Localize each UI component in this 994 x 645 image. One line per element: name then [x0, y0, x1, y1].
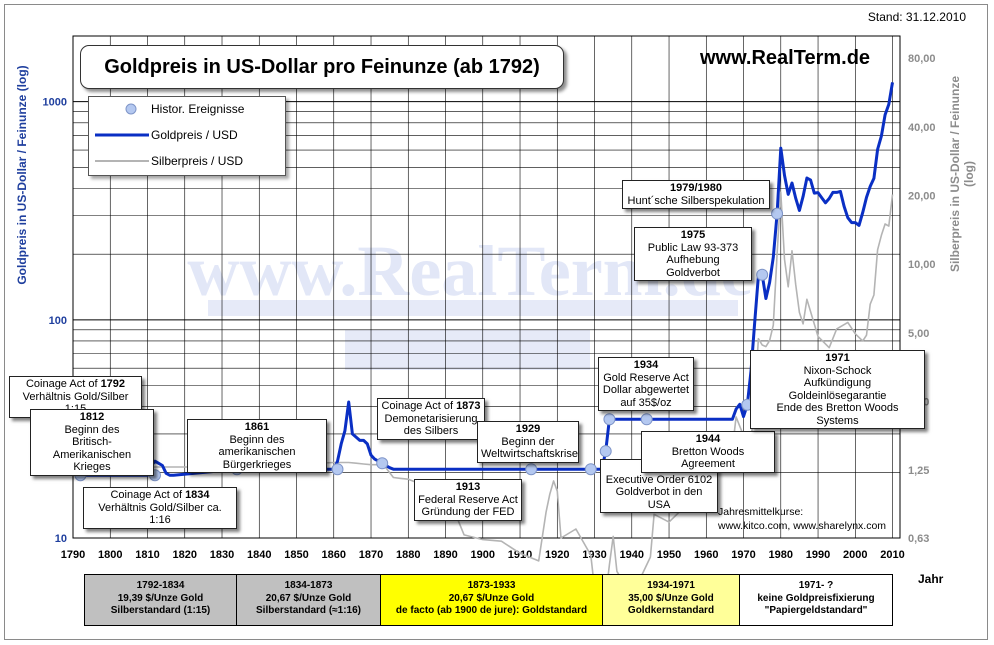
x-tick-label: 1980 [769, 549, 793, 561]
right-tick-label: 10,00 [908, 259, 936, 271]
x-tick-label: 1850 [284, 549, 308, 561]
x-tick-label: 2000 [843, 549, 867, 561]
right-tick-label: 80,00 [908, 53, 936, 65]
annotation-1873: Coinage Act of 1873 Demonetarisierung des … [377, 398, 485, 440]
left-y-axis: 10 100 1000 [43, 97, 67, 545]
event-marker [584, 463, 597, 476]
event-marker [376, 457, 389, 470]
legend-label-silver: Silberpreis / USD [151, 154, 244, 168]
stand-date: Stand: 31.12.2010 [867, 10, 966, 24]
x-tick-label: 1910 [508, 549, 532, 561]
annotation-1913: 1913 Federal Reserve Act Gründung der FED [414, 479, 522, 521]
x-tick-label: 1870 [359, 549, 383, 561]
source-line-1: Jahresmittelkurse: [718, 506, 804, 518]
x-tick-label: 1930 [582, 549, 606, 561]
right-axis-label: Silberpreis in US-Dollar / Feinunze (log… [948, 75, 976, 273]
chart-title: Goldpreis in US-Dollar pro Feinunze (ab … [80, 45, 564, 89]
annotation-1834: Coinage Act of 1834 Verhältnis Gold/Silbe… [83, 487, 237, 529]
x-tick-label: 1830 [210, 549, 234, 561]
period-1934-1971: 1934-1971 35,00 $/Unze Gold Goldkernstanda… [602, 574, 740, 626]
annotation-1861: 1861 Beginn des amerikanischen Bürgerkrieg… [187, 419, 327, 473]
x-axis: 1790 1800 1810 1820 1830 1840 1850 1860 1870 1880… [61, 549, 905, 561]
annotation-1934: 1934 Gold Reserve Act Dollar abgewertet auf… [598, 357, 694, 411]
x-tick-label: 1940 [620, 549, 644, 561]
x-tick-label: 1950 [657, 549, 681, 561]
event-marker [599, 445, 612, 458]
x-tick-label: 1960 [694, 549, 718, 561]
x-tick-label: 1860 [322, 549, 346, 561]
event-marker [771, 207, 784, 220]
x-axis-label: Jahr [918, 572, 944, 586]
event-marker [640, 413, 653, 426]
x-tick-label: 1880 [396, 549, 420, 561]
legend-label-events: Histor. Ereignisse [151, 102, 245, 116]
legend-marker-icon [125, 103, 137, 115]
x-tick-label: 1840 [247, 549, 271, 561]
data-source: Jahresmittelkurse: www.kitco.com, www.sh… [718, 505, 886, 533]
right-tick-label: 20,00 [908, 190, 936, 202]
annotation-1944: 1944 Bretton Woods Agreement [641, 431, 775, 473]
legend-gold-line-icon [95, 133, 149, 137]
legend-label-gold: Goldpreis / USD [151, 128, 238, 142]
x-tick-label: 1800 [98, 549, 122, 561]
x-tick-label: 1790 [61, 549, 85, 561]
x-tick-label: 1890 [433, 549, 457, 561]
annotation-1929: 1929 Beginn der Weltwirtschaftskrise [477, 421, 579, 463]
event-marker [756, 268, 769, 281]
period-1834-1873: 1834-1873 20,67 $/Unze Gold Silberstandard… [236, 574, 381, 626]
left-tick-label: 1000 [43, 97, 67, 109]
left-axis-label: Goldpreis in US-Dollar / Feinunze (log) [15, 65, 29, 285]
legend-item-events: Histor. Ereignisse [89, 99, 285, 119]
period-1873-1933: 1873-1933 20,67 $/Unze Gold de facto (ab 1… [380, 574, 603, 626]
source-line-2: www.kitco.com, www.sharelynx.com [718, 520, 887, 532]
event-marker [603, 413, 616, 426]
right-tick-label: 0,63 [908, 533, 929, 545]
annotation-1812: 1812 Beginn des Britisch-Amerikanischen Kri… [30, 409, 154, 476]
x-tick-label: 2010 [880, 549, 904, 561]
right-tick-label: 5,00 [908, 328, 929, 340]
right-tick-label: 1,25 [908, 465, 929, 477]
annotation-1979: 1979/1980 Hunt´sche Silberspekulation [622, 180, 770, 209]
left-tick-label: 100 [49, 315, 67, 327]
legend-item-gold: Goldpreis / USD [89, 125, 285, 145]
legend: Histor. Ereignisse Goldpreis / USD Silbe… [88, 96, 286, 176]
legend-silver-line-icon [95, 160, 149, 162]
left-tick-label: 10 [55, 533, 67, 545]
x-tick-label: 1970 [731, 549, 755, 561]
event-marker [525, 463, 538, 476]
x-tick-label: 1810 [135, 549, 159, 561]
x-tick-label: 1990 [806, 549, 830, 561]
right-tick-label: 40,00 [908, 122, 936, 134]
x-tick-label: 1900 [471, 549, 495, 561]
legend-item-silver: Silberpreis / USD [89, 151, 285, 171]
site-name: www.RealTerm.de [700, 47, 871, 69]
annotation-1971: 1971 Nixon-Schock Aufkündigung Goldeinlöse… [750, 350, 925, 429]
x-tick-label: 1920 [545, 549, 569, 561]
period-1971-open: 1971- ? keine Goldpreisfixierung "Papierge… [739, 574, 893, 626]
x-tick-label: 1820 [173, 549, 197, 561]
plot-border [72, 35, 901, 539]
annotation-1975: 1975 Public Law 93-373 Aufhebung Goldverbo… [634, 227, 752, 281]
period-1792-1834: 1792-1834 19,39 $/Unze Gold Silberstandard… [84, 574, 237, 626]
event-marker [331, 463, 344, 476]
